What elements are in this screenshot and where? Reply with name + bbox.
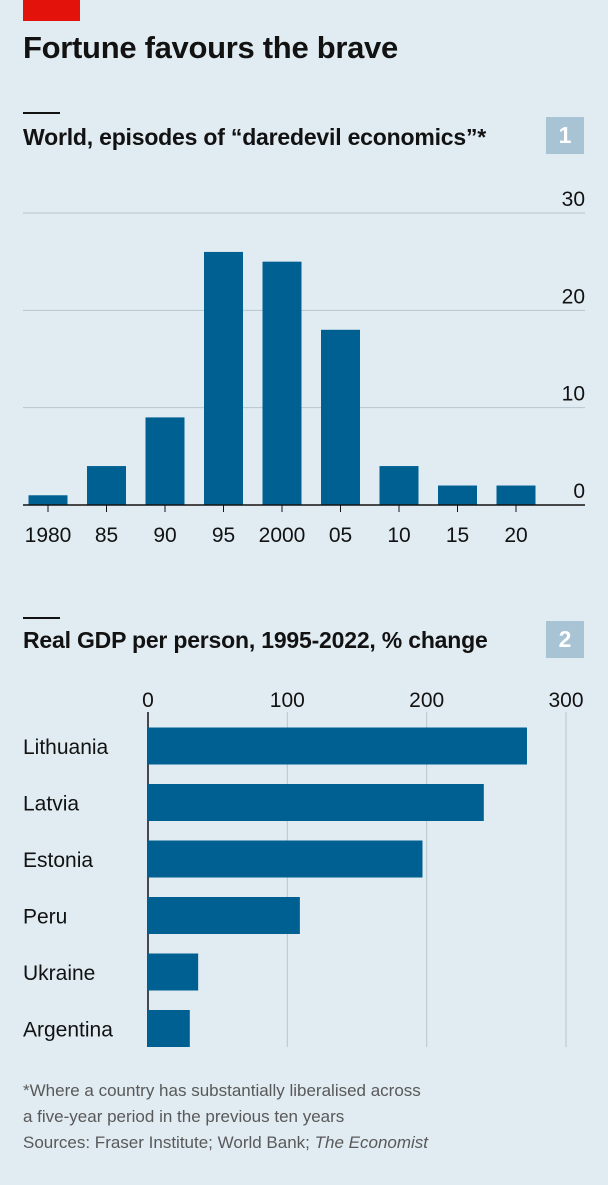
bar xyxy=(87,466,126,505)
x-tick-label: 20 xyxy=(504,524,527,547)
x-tick-label: 85 xyxy=(95,524,118,547)
sources-prefix: Sources: Fraser Institute; World Bank; xyxy=(23,1133,315,1152)
y-tick-label: 30 xyxy=(562,188,585,211)
category-label: Peru xyxy=(23,906,67,929)
gdp-chart: 0 100 200 300 Lithuania Latvia Estonia Peru Ukra… xyxy=(23,689,584,1047)
category-label: Estonia xyxy=(23,849,93,872)
footnote: *Where a country has substantially liber… xyxy=(23,1078,428,1156)
category-label: Argentina xyxy=(23,1019,113,1042)
category-label: Lithuania xyxy=(23,736,109,759)
sources-publication: The Economist xyxy=(314,1133,429,1152)
x-tick-label: 95 xyxy=(212,524,235,547)
bar xyxy=(321,329,360,505)
x-tick-label: 300 xyxy=(548,689,583,712)
panel-1-rule xyxy=(23,112,60,114)
panel-2-title: Real GDP per person, 1995-2022, % change xyxy=(23,627,488,653)
panel-1-title: World, episodes of “daredevil economics”… xyxy=(23,124,486,150)
footnote-line-2: a five-year period in the previous ten y… xyxy=(23,1107,345,1126)
x-tick-label: 0 xyxy=(142,689,154,712)
bar xyxy=(438,485,477,505)
x-tick-label: 200 xyxy=(409,689,444,712)
brand-accent-bar xyxy=(23,0,80,21)
x-tick-label: 90 xyxy=(153,524,176,547)
x-tick-label: 1980 xyxy=(25,524,72,547)
category-label: Latvia xyxy=(23,793,79,816)
footnote-line-1: *Where a country has substantially liber… xyxy=(23,1081,421,1100)
panel-1-badge: 1 xyxy=(546,117,584,154)
bar xyxy=(148,784,484,821)
y-tick-label: 20 xyxy=(562,285,585,308)
bar xyxy=(148,1010,190,1047)
x-tick-label: 05 xyxy=(329,524,352,547)
x-tick-label: 2000 xyxy=(259,524,306,547)
episodes-chart: 0 10 20 30 1980 85 90 95 2000 05 10 15 20 xyxy=(23,188,585,547)
main-title: Fortune favours the brave xyxy=(23,30,398,65)
bar xyxy=(148,953,199,991)
bar xyxy=(379,466,419,505)
x-tick-label: 100 xyxy=(270,689,305,712)
panel-2-rule xyxy=(23,617,60,619)
x-tick-label: 10 xyxy=(387,524,410,547)
bar xyxy=(28,495,68,505)
bar xyxy=(148,897,300,934)
y-tick-label: 10 xyxy=(562,383,585,406)
y-tick-label: 0 xyxy=(573,480,585,503)
x-tick-label: 15 xyxy=(446,524,469,547)
category-label: Ukraine xyxy=(23,962,95,985)
bar xyxy=(148,840,423,878)
bar xyxy=(262,261,302,505)
bar xyxy=(204,251,243,505)
bar xyxy=(148,727,527,765)
bar xyxy=(145,417,185,505)
panel-2-badge: 2 xyxy=(546,621,584,658)
sources-line: Sources: Fraser Institute; World Bank; T… xyxy=(23,1130,428,1156)
bar xyxy=(496,485,536,505)
